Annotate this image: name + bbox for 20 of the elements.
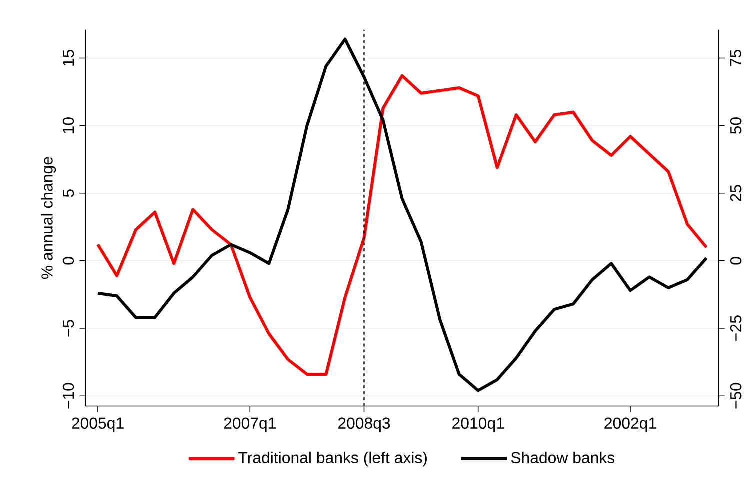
y2-tick-label: 0 [730,257,742,265]
y-tick-label: 0 [62,257,74,265]
y2-tick-label: −25 [730,316,742,342]
y-tick-label: 10 [62,118,74,134]
y-tick-label: −10 [62,383,74,409]
y2-tick-label: 25 [730,185,742,202]
x-tick-label: 2007q1 [224,418,276,432]
legend-label: Traditional banks (left axis) [238,452,427,467]
y-axis-title: % annual change [41,157,56,280]
y-tick-label: −5 [63,320,74,337]
y2-tick-label: −50 [730,383,742,409]
y2-tick-label: 50 [730,118,742,134]
x-tick-label: 2010q1 [452,418,504,432]
y2-tick-label: 75 [730,50,742,66]
x-tick-label: 2005q1 [72,418,124,432]
y-tick-label: 5 [63,190,74,198]
legend-label: Shadow banks [511,452,615,464]
x-tick-label: 2008q3 [338,418,390,432]
y-tick-label: 15 [63,50,74,66]
x-tick-label: 2002q1 [604,418,656,432]
